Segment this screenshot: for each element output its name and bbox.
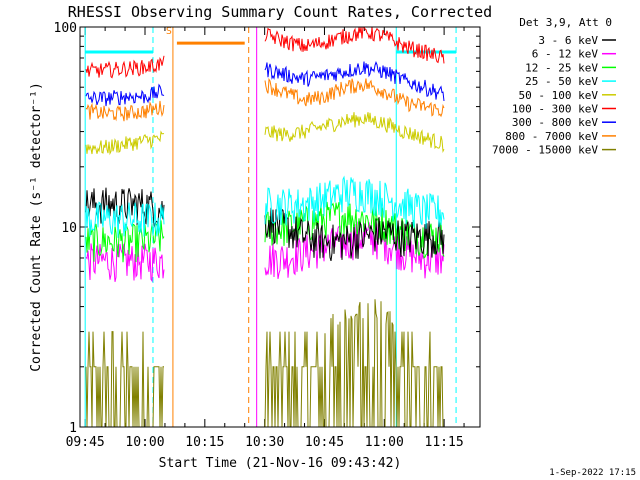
y-tick-label: 100 (54, 21, 77, 36)
legend-label: 3 - 6 keV (538, 34, 598, 47)
x-tick-label: 10:45 (305, 435, 344, 450)
plot-frame (79, 26, 481, 428)
series-line (85, 175, 445, 238)
footer-timestamp: 1-Sep-2022 17:15 (549, 468, 636, 478)
x-tick-label: 11:15 (425, 435, 464, 450)
legend-label: 7000 - 15000 keV (492, 144, 598, 157)
y-tick-label: 10 (61, 221, 77, 236)
legend-label: 300 - 800 keV (512, 116, 598, 129)
chart-title: RHESSI Observing Summary Count Rates, Co… (68, 3, 492, 21)
legend-label: 100 - 300 keV (512, 103, 598, 116)
x-tick-label: 10:30 (245, 435, 284, 450)
y-axis-label: Corrected Count Rate (s⁻¹ detector⁻¹) (29, 82, 44, 372)
legend-header: Det 3,9, Att 0 (519, 16, 612, 29)
legend-label: 12 - 25 keV (525, 61, 598, 74)
x-axis-label: Start Time (21-Nov-16 09:43:42) (159, 456, 402, 471)
legend-label: 25 - 50 keV (525, 75, 598, 88)
series-line (85, 26, 445, 79)
flag-mark: S (166, 26, 172, 37)
series-line (85, 77, 445, 122)
series-line (85, 112, 445, 156)
x-tick-label: 10:15 (185, 435, 224, 450)
series-line (85, 61, 445, 107)
x-tick-label: 09:45 (66, 435, 105, 450)
x-tick-label: 10:00 (125, 435, 164, 450)
legend-label: 6 - 12 keV (532, 48, 599, 61)
plot-area: 1 10 100 09:45 10:00 10:15 10:30 10:45 11:00 11:1… (54, 21, 480, 450)
x-tick-label: 11:00 (365, 435, 404, 450)
y-tick-label: 1 (69, 421, 77, 436)
legend-label: 50 - 100 keV (519, 89, 599, 102)
legend-label: 800 - 7000 keV (505, 130, 598, 143)
